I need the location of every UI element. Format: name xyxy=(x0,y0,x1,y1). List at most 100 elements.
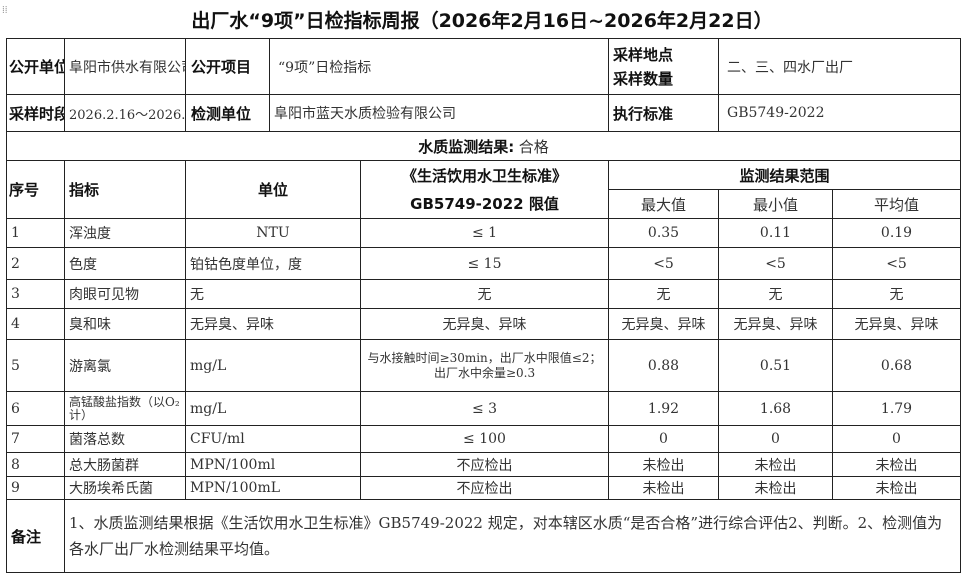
row-seq: 5 xyxy=(6,339,65,392)
row-max: 1.92 xyxy=(608,391,720,426)
row-seq: 4 xyxy=(6,308,65,340)
header-row-1: 序号 指标 单位 《生活饮用水卫生标准》 GB5749-2022 限值 监测结果范… xyxy=(6,160,962,219)
header-limit: 《生活饮用水卫生标准》 GB5749-2022 限值 xyxy=(359,160,610,219)
row-max: 0.88 xyxy=(608,339,720,392)
table-row: 1 浑浊度 NTU ≤ 1 0.35 0.11 0.19 xyxy=(6,218,962,248)
publisher-value: 阜阳市供水有限公司 xyxy=(64,38,186,95)
site-label: 采样地点 采样数量 xyxy=(608,38,720,95)
remarks-text: 1、水质监测结果根据《生活饮用水卫生标准》GB5749-2022 规定，对本辖区… xyxy=(63,499,962,573)
row-indicator: 高锰酸盐指数（以O₂计） xyxy=(64,391,186,426)
result-summary-label: 水质监测结果: xyxy=(418,137,515,156)
row-min: 0 xyxy=(718,425,834,453)
row-indicator: 肉眼可见物 xyxy=(64,279,186,309)
row-unit: 铂钴色度单位，度 xyxy=(185,247,361,280)
row-limit: ≤ 1 xyxy=(359,218,610,248)
header-min: 最小值 xyxy=(718,189,834,219)
remarks-row: 备注 1、水质监测结果根据《生活饮用水卫生标准》GB5749-2022 规定，对… xyxy=(6,499,962,573)
lab-cell: 检测单位 阜阳市蓝天水质检验有限公司 xyxy=(184,94,610,132)
row-limit: ≤ 3 xyxy=(359,391,610,426)
standard-value: GB5749-2022 xyxy=(718,94,962,132)
item-value: “9项”日检指标 xyxy=(278,59,372,76)
header-row-2: 最大值 最小值 平均值 xyxy=(7,189,962,219)
row-unit: 无 xyxy=(185,279,361,309)
item-cell: 公开项目 “9项”日检指标 xyxy=(184,38,610,95)
row-min: 0.51 xyxy=(718,339,834,392)
header-limit-1: 《生活饮用水卫生标准》 xyxy=(402,166,568,185)
row-min: 未检出 xyxy=(718,452,834,477)
remarks-label: 备注 xyxy=(6,499,65,573)
drag-handle-icon[interactable]: ⁞⁞ xyxy=(2,5,8,16)
row-seq: 9 xyxy=(6,476,65,500)
row-min: 无异臭、异味 xyxy=(718,308,834,340)
row-indicator: 浑浊度 xyxy=(64,218,186,248)
row-max: 未检出 xyxy=(608,452,720,477)
row-limit: 与水接触时间≥30min，出厂水中限值≤2；出厂水中余量≥0.3 xyxy=(359,339,610,392)
header-limit-2: GB5749-2022 限值 xyxy=(410,194,559,213)
row-seq: 6 xyxy=(6,391,65,426)
table-row: 3 肉眼可见物无无无无无 xyxy=(6,279,962,309)
site-label-1: 采样地点 xyxy=(613,45,674,64)
row-min: <5 xyxy=(718,247,834,280)
row-avg: 0.19 xyxy=(832,218,962,248)
row-min: 未检出 xyxy=(718,476,834,500)
table-row: 8 总大肠菌群 MPN/100ml 不应检出 未检出 未检出 未检出 xyxy=(6,452,962,477)
water-quality-table: 公开单位 阜阳市供水有限公司 公开项目 “9项”日检指标 采样地点采样数量 二、… xyxy=(5,38,962,573)
row-avg: 未检出 xyxy=(832,452,962,477)
publisher-label: 公开单位 xyxy=(6,38,65,95)
period-label: 采样时段 xyxy=(6,94,65,132)
row-seq: 2 xyxy=(6,247,65,280)
header-seq: 序号 xyxy=(6,160,65,219)
row-unit: MPN/100mL xyxy=(185,476,361,500)
info-row-2: 采样时段 2026.2.16～2026.2.22 检测单位 阜阳市蓝天水质检验有… xyxy=(6,94,962,132)
row-avg: 无异臭、异味 xyxy=(832,308,962,340)
table-row: 9 大肠埃希氏菌 MPN/100mL 不应检出 未检出 未检出 未检出 xyxy=(6,476,962,500)
row-avg: 1.79 xyxy=(832,391,962,426)
table-row: 4 臭和味 无异臭、异味 无异臭、异味 无异臭、异味 无异臭、异味 无异臭、异味 xyxy=(6,308,962,340)
row-max: 未检出 xyxy=(608,476,720,500)
row-max: 无 xyxy=(608,279,720,309)
row-unit: CFU/ml xyxy=(185,425,361,453)
item-label: 公开项目 xyxy=(187,39,270,94)
row-min: 0.11 xyxy=(718,218,834,248)
row-max: 0 xyxy=(608,425,720,453)
row-max: 无异臭、异味 xyxy=(608,308,720,340)
row-indicator: 总大肠菌群 xyxy=(64,452,186,477)
lab-label: 检测单位 xyxy=(187,95,270,131)
row-indicator: 菌落总数 xyxy=(64,425,186,453)
row-seq: 7 xyxy=(6,425,65,453)
row-unit: mg/L xyxy=(185,339,361,392)
page-title: 出厂水“9项”日检指标周报（2026年2月16日~2026年2月22日） xyxy=(191,10,773,32)
row-indicator: 臭和味 xyxy=(64,308,186,340)
row-limit: ≤ 15 xyxy=(359,247,610,280)
row-limit: 无异臭、异味 xyxy=(359,308,610,340)
row-avg: 0.68 xyxy=(832,339,962,392)
header-indicator: 指标 xyxy=(64,160,186,219)
site-value: 二、三、四水厂出厂 xyxy=(718,38,962,95)
site-label-2: 采样数量 xyxy=(613,69,674,88)
row-indicator: 游离氯 xyxy=(64,339,186,392)
row-avg: <5 xyxy=(832,247,962,280)
row-min: 1.68 xyxy=(718,391,834,426)
header-unit: 单位 xyxy=(185,160,361,219)
row-unit: 无异臭、异味 xyxy=(185,308,361,340)
row-unit: MPN/100ml xyxy=(185,452,361,477)
header-range: 监测结果范围 xyxy=(608,160,962,190)
info-row-1: 公开单位 阜阳市供水有限公司 公开项目 “9项”日检指标 采样地点采样数量 二、… xyxy=(6,38,962,95)
row-indicator: 色度 xyxy=(64,247,186,280)
row-seq: 8 xyxy=(6,452,65,477)
row-avg: 无 xyxy=(832,279,962,309)
table-row: 6 高锰酸盐指数（以O₂计） mg/L ≤ 3 1.92 1.68 1.79 xyxy=(6,391,962,426)
header-max: 最大值 xyxy=(608,189,720,219)
table-row: 2 色度 铂钴色度单位，度 ≤ 15 <5 <5 <5 xyxy=(6,247,962,280)
lab-value: 阜阳市蓝天水质检验有限公司 xyxy=(274,106,456,122)
row-seq: 1 xyxy=(6,218,65,248)
row-limit: 无 xyxy=(359,279,610,309)
row-min: 无 xyxy=(718,279,834,309)
row-max: 0.35 xyxy=(608,218,720,248)
result-summary-value: 合格 xyxy=(518,137,549,156)
table-row: 7 菌落总数 CFU/ml ≤ 100 0 0 0 xyxy=(6,425,962,453)
row-avg: 0 xyxy=(832,425,962,453)
row-unit: mg/L xyxy=(185,391,361,426)
row-limit: 不应检出 xyxy=(359,476,610,500)
row-unit: NTU xyxy=(185,218,361,248)
